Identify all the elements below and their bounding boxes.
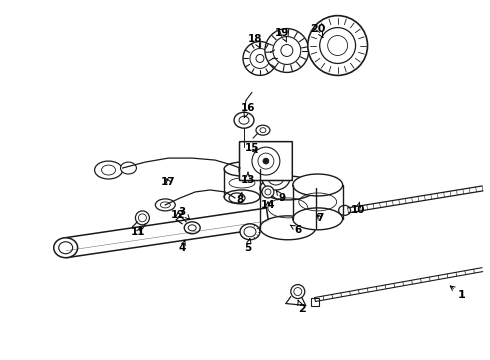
- Text: 5: 5: [245, 238, 251, 253]
- Circle shape: [263, 158, 269, 164]
- Circle shape: [262, 186, 274, 198]
- Text: 10: 10: [350, 202, 365, 215]
- Text: 12: 12: [171, 210, 186, 220]
- Ellipse shape: [260, 176, 316, 200]
- Ellipse shape: [95, 161, 122, 179]
- Text: 13: 13: [241, 172, 255, 185]
- Text: 6: 6: [290, 225, 301, 235]
- Text: 7: 7: [316, 213, 323, 223]
- Circle shape: [308, 15, 368, 75]
- Ellipse shape: [184, 222, 200, 234]
- Text: 3: 3: [179, 207, 190, 219]
- Ellipse shape: [121, 162, 136, 174]
- Ellipse shape: [256, 125, 270, 135]
- Circle shape: [135, 211, 149, 225]
- Circle shape: [256, 54, 264, 62]
- Polygon shape: [64, 208, 270, 258]
- Circle shape: [265, 28, 309, 72]
- Ellipse shape: [293, 174, 343, 196]
- Text: 19: 19: [275, 28, 289, 42]
- Ellipse shape: [224, 190, 260, 204]
- FancyBboxPatch shape: [240, 141, 293, 180]
- Text: 14: 14: [261, 200, 275, 210]
- Ellipse shape: [339, 205, 350, 215]
- Ellipse shape: [239, 162, 257, 178]
- Text: 18: 18: [248, 33, 262, 48]
- Ellipse shape: [293, 208, 343, 230]
- Circle shape: [281, 45, 293, 57]
- Ellipse shape: [54, 238, 77, 258]
- Text: 8: 8: [236, 192, 244, 205]
- Text: 11: 11: [131, 227, 146, 237]
- Text: 20: 20: [310, 24, 325, 38]
- Text: 1: 1: [450, 286, 465, 300]
- Ellipse shape: [155, 199, 175, 211]
- Ellipse shape: [240, 224, 260, 240]
- Text: 17: 17: [161, 177, 175, 187]
- Ellipse shape: [260, 216, 316, 240]
- Text: 2: 2: [298, 300, 306, 315]
- Ellipse shape: [234, 112, 254, 128]
- Circle shape: [291, 285, 305, 298]
- Text: 16: 16: [241, 103, 255, 118]
- Ellipse shape: [229, 193, 245, 203]
- Circle shape: [243, 41, 277, 75]
- Ellipse shape: [262, 166, 290, 190]
- Ellipse shape: [224, 162, 260, 176]
- Text: 4: 4: [178, 240, 186, 253]
- Bar: [311, 298, 319, 306]
- Text: 9: 9: [276, 190, 285, 203]
- Text: 15: 15: [245, 143, 259, 153]
